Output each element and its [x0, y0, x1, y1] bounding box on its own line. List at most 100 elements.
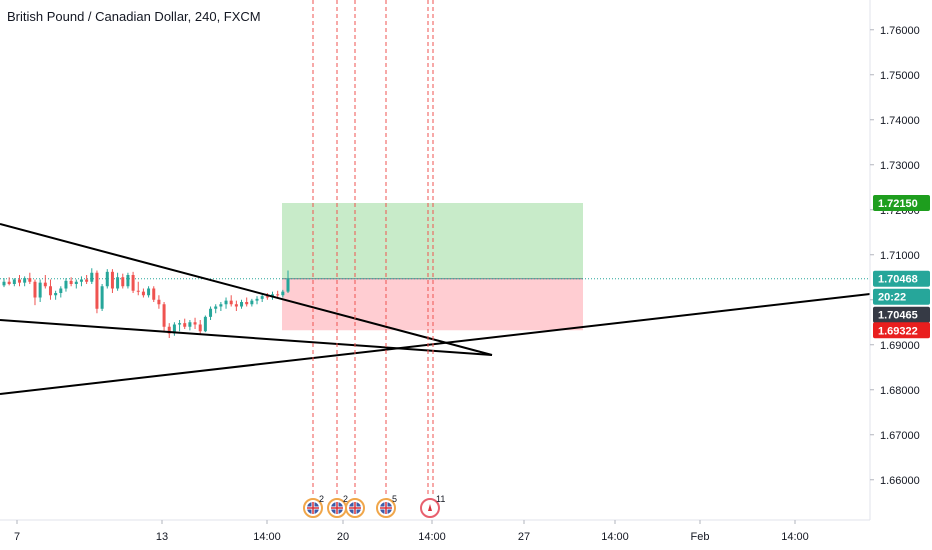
candle-body	[234, 304, 238, 307]
event-count: 5	[392, 494, 397, 504]
candle-body	[265, 296, 269, 298]
candle-body	[28, 278, 32, 282]
candle-body	[23, 278, 27, 283]
candle-body	[229, 300, 233, 305]
chart-title: British Pound / Canadian Dollar, 240, FX…	[7, 9, 261, 24]
time-tick-label: 14:00	[601, 531, 629, 543]
event-marker-gbp: 5	[376, 494, 397, 518]
time-axis: 7 13 14:00 20 14:00 27 14:00 Feb 14:00	[0, 519, 870, 543]
candle-body	[183, 323, 187, 327]
event-count: 2	[343, 494, 348, 504]
trend-line-3	[0, 293, 871, 395]
candle-body	[224, 300, 228, 305]
price-tick-label: 1.71000	[880, 250, 920, 262]
price-tick-label: 1.76000	[880, 25, 920, 37]
candle-body	[100, 286, 104, 309]
candle-body	[193, 322, 197, 325]
time-tick-label: 27	[518, 531, 530, 543]
candle-body	[260, 296, 264, 299]
maple-leaf-icon	[428, 504, 432, 511]
candle-body	[48, 286, 52, 296]
candle-body	[245, 302, 249, 305]
candle-body	[255, 298, 259, 301]
candle-body	[110, 271, 114, 289]
candle-body	[178, 323, 182, 325]
bar-countdown-badge-bg	[873, 288, 930, 305]
candle-body	[105, 271, 109, 287]
candle-body	[219, 304, 223, 307]
time-tick-label: 14:00	[253, 531, 281, 543]
candle-body	[136, 290, 140, 292]
candle-body	[33, 281, 37, 298]
candle-body	[281, 291, 285, 296]
trend-line-2	[0, 319, 493, 356]
candle-body	[209, 308, 213, 317]
last-price-badge-bg	[873, 270, 930, 287]
event-marker-cad: 11	[420, 494, 445, 518]
candle-body	[250, 300, 254, 305]
candle-body	[17, 279, 21, 283]
bar-countdown-badge: 20:22	[873, 288, 930, 305]
candle-body	[79, 279, 83, 282]
candle-body	[286, 278, 290, 292]
candle-body	[90, 272, 94, 282]
price-badges: 1.72150 1.70468 20:22 1.70465 1.69322	[873, 195, 930, 339]
last-price-badge-label: 1.70468	[878, 274, 918, 286]
time-tick-label: 7	[14, 531, 20, 543]
candle-body	[131, 275, 135, 291]
candle-body	[64, 280, 68, 289]
candle-body	[214, 306, 218, 309]
candle-body	[95, 272, 99, 309]
stop-price-badge: 1.69322	[873, 322, 930, 339]
bid-price-badge-bg	[873, 306, 930, 323]
candle-body	[152, 288, 156, 300]
price-tick-label: 1.66000	[880, 475, 920, 487]
candle-body	[7, 281, 11, 284]
candle-body	[188, 322, 192, 327]
candle-body	[126, 275, 130, 287]
time-tick-label: 14:00	[418, 531, 446, 543]
candle-body	[43, 282, 47, 287]
time-tick-label: 13	[156, 531, 168, 543]
candle-body	[69, 280, 73, 284]
trend-line-1	[0, 223, 493, 356]
price-tick-label: 1.75000	[880, 70, 920, 82]
stop-price-badge-bg	[873, 322, 930, 339]
target-price-badge: 1.72150	[873, 195, 930, 211]
candle-body	[240, 302, 244, 307]
event-count: 11	[436, 494, 445, 504]
trend-lines	[0, 223, 871, 395]
bar-countdown-badge-label: 20:22	[878, 292, 906, 304]
price-axis: 1.760001.750001.740001.730001.720001.710…	[869, 0, 920, 520]
target-price-badge-label: 1.72150	[878, 198, 918, 210]
candle-body	[276, 294, 280, 296]
bid-price-badge-label: 1.70465	[878, 310, 918, 322]
candle-body	[74, 281, 78, 284]
time-tick-label: 20	[337, 531, 349, 543]
candle-body	[203, 316, 207, 332]
candle-body	[172, 324, 176, 334]
event-marker-gbp: 2	[303, 494, 324, 518]
economic-event-lines: 2 2 5 11	[303, 0, 445, 518]
candle-body	[147, 288, 151, 296]
stop-price-badge-label: 1.69322	[878, 325, 918, 337]
candle-body	[198, 324, 202, 332]
event-marker-gbp	[345, 498, 365, 518]
candle-body	[2, 281, 6, 286]
event-marker-gbp: 2	[327, 494, 348, 518]
candle-body	[38, 282, 42, 298]
candles	[2, 268, 290, 338]
candle-body	[12, 279, 16, 284]
target-price-badge-bg	[873, 195, 930, 211]
candle-body	[59, 288, 63, 293]
candle-body	[85, 279, 89, 282]
time-tick-label: 14:00	[781, 531, 809, 543]
candle-body	[162, 304, 166, 327]
candle-body	[121, 277, 125, 287]
bid-price-badge: 1.70465	[873, 306, 930, 323]
price-tick-label: 1.73000	[880, 160, 920, 172]
time-tick-label: Feb	[691, 531, 710, 543]
candle-body	[141, 291, 145, 296]
price-tick-label: 1.68000	[880, 385, 920, 397]
